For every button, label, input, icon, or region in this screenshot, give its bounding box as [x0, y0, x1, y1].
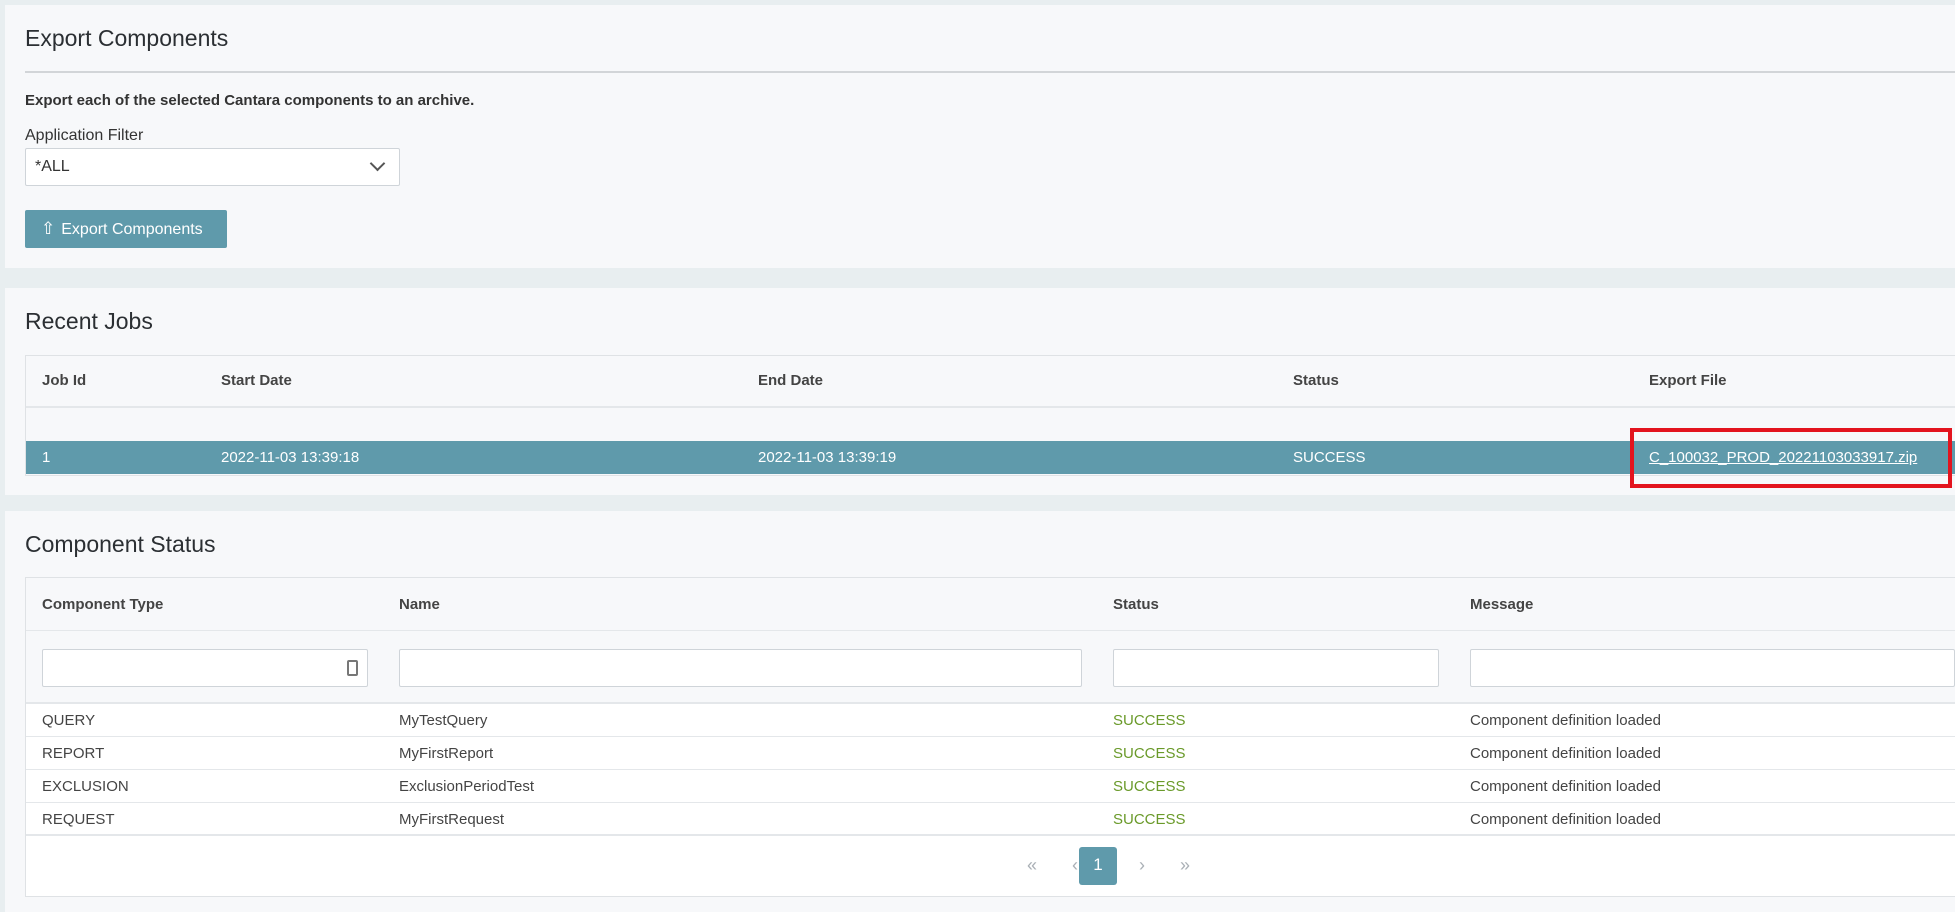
col-name[interactable]: Name — [399, 596, 440, 613]
component-status-panel: Component Status Component Type Name Sta… — [5, 511, 1955, 912]
component-type-filter-input[interactable] — [42, 649, 368, 687]
component-type: EXCLUSION — [42, 778, 129, 795]
divider — [25, 71, 1955, 73]
chevron-down-icon — [369, 155, 386, 172]
highlight-box — [1630, 428, 1952, 488]
export-components-button[interactable]: ⇧ Export Components — [25, 210, 227, 248]
section-title: Recent Jobs — [25, 308, 153, 334]
status-filter-input[interactable] — [1113, 649, 1439, 687]
table-row[interactable]: EXCLUSION ExclusionPeriodTest SUCCESS Co… — [26, 770, 1955, 803]
pagination: « ‹ 1 › » — [26, 837, 1955, 897]
component-name: ExclusionPeriodTest — [399, 778, 535, 795]
start-date: 2022-11-03 13:39:18 — [221, 449, 360, 466]
select-value: *ALL — [35, 158, 70, 175]
table-row[interactable]: REPORT MyFirstReport SUCCESS Component d… — [26, 737, 1955, 770]
export-file-link[interactable]: C_100032_PROD_20221103033917.zip — [1649, 449, 1918, 466]
page-1-button[interactable]: 1 — [1079, 847, 1117, 885]
col-status[interactable]: Status — [1293, 372, 1339, 389]
component-message: Component definition loaded — [1470, 745, 1661, 762]
next-page-button[interactable]: › — [1139, 855, 1145, 875]
component-status: SUCCESS — [1113, 745, 1186, 762]
filter-label: Application Filter — [25, 127, 144, 144]
table-header: Job Id Start Date End Date Status Export… — [26, 356, 1955, 408]
description: Export each of the selected Cantara comp… — [25, 92, 475, 109]
recent-jobs-panel: Recent Jobs Job Id Start Date End Date S… — [5, 288, 1955, 495]
message-filter-input[interactable] — [1470, 649, 1955, 687]
component-status: SUCCESS — [1113, 811, 1186, 828]
application-filter-select[interactable]: *ALL — [25, 148, 400, 186]
component-type: QUERY — [42, 712, 96, 729]
end-date: 2022-11-03 13:39:19 — [758, 449, 897, 466]
component-name: MyTestQuery — [399, 712, 488, 729]
export-panel: Export Components Export each of the sel… — [5, 5, 1955, 268]
prev-page-button[interactable]: ‹ — [1072, 855, 1078, 875]
filter-row — [26, 631, 1955, 704]
col-message[interactable]: Message — [1470, 596, 1534, 613]
col-start-date[interactable]: Start Date — [221, 372, 292, 389]
table-row[interactable]: QUERY MyTestQuery SUCCESS Component defi… — [26, 704, 1955, 737]
component-type: REPORT — [42, 745, 105, 762]
col-export-file[interactable]: Export File — [1649, 372, 1727, 389]
component-status: SUCCESS — [1113, 712, 1186, 729]
component-status: SUCCESS — [1113, 778, 1186, 795]
job-status: SUCCESS — [1293, 449, 1366, 466]
upload-icon: ⇧ — [41, 219, 56, 238]
section-title: Component Status — [25, 531, 216, 557]
jobs-table: Job Id Start Date End Date Status Export… — [25, 355, 1955, 476]
col-job-id[interactable]: Job Id — [42, 372, 87, 389]
component-name: MyFirstReport — [399, 745, 494, 762]
col-status[interactable]: Status — [1113, 596, 1159, 613]
component-message: Component definition loaded — [1470, 778, 1661, 795]
list-icon — [347, 660, 358, 676]
last-page-button[interactable]: » — [1179, 855, 1190, 875]
col-component-type[interactable]: Component Type — [42, 596, 164, 613]
table-row[interactable]: REQUEST MyFirstRequest SUCCESS Component… — [26, 803, 1955, 836]
name-filter-input[interactable] — [399, 649, 1082, 687]
components-table: Component Type Name Status Message QUERY… — [25, 577, 1955, 897]
col-end-date[interactable]: End Date — [758, 372, 824, 389]
component-message: Component definition loaded — [1470, 712, 1661, 729]
table-header: Component Type Name Status Message — [26, 578, 1955, 631]
component-message: Component definition loaded — [1470, 811, 1661, 828]
page-title: Export Components — [25, 25, 229, 51]
first-page-button[interactable]: « — [1026, 855, 1037, 875]
job-id: 1 — [42, 449, 51, 466]
component-name: MyFirstRequest — [399, 811, 505, 828]
button-label: Export Components — [61, 221, 203, 238]
component-type: REQUEST — [42, 811, 115, 828]
